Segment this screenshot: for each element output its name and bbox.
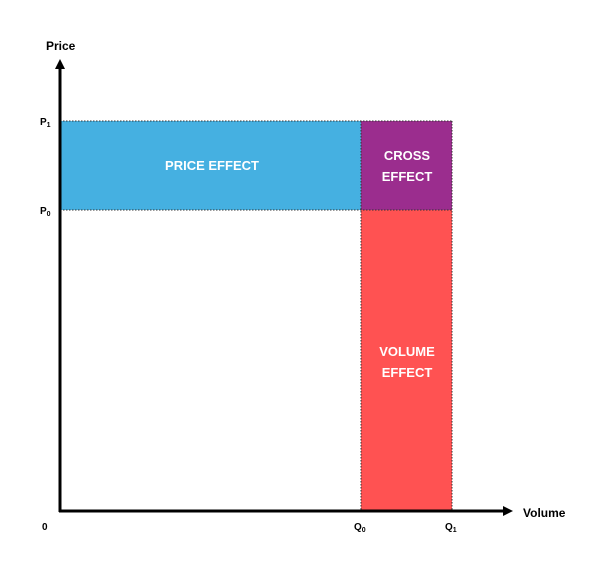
p1-label: P1 xyxy=(40,117,51,129)
x-axis-title: Volume xyxy=(523,506,566,520)
q0-label: Q0 xyxy=(354,522,366,534)
cross-effect-label-line2: EFFECT xyxy=(382,169,433,184)
cross-effect-label-line1: CROSS xyxy=(384,148,431,163)
volume-effect-region xyxy=(361,210,452,511)
price-effect-region xyxy=(60,121,361,210)
dotted-guides xyxy=(60,120,453,511)
cross-effect-region xyxy=(361,121,452,210)
volume-effect-label-line2: EFFECT xyxy=(382,365,433,380)
volume-effect-label-line1: VOLUME xyxy=(379,344,435,359)
q1-label: Q1 xyxy=(445,522,457,534)
p0-label: P0 xyxy=(40,206,51,218)
y-axis-title: Price xyxy=(46,39,76,53)
price-effect-label: PRICE EFFECT xyxy=(165,158,259,173)
origin-label: 0 xyxy=(42,522,48,533)
